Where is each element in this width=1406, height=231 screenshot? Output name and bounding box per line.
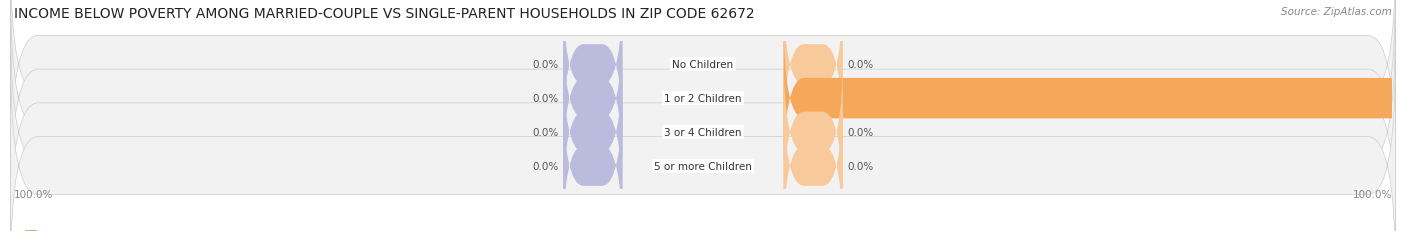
- Text: 3 or 4 Children: 3 or 4 Children: [664, 127, 742, 137]
- FancyBboxPatch shape: [564, 85, 623, 231]
- Text: 0.0%: 0.0%: [848, 127, 875, 137]
- FancyBboxPatch shape: [783, 85, 842, 231]
- FancyBboxPatch shape: [783, 0, 842, 146]
- Text: 0.0%: 0.0%: [531, 60, 558, 70]
- Text: INCOME BELOW POVERTY AMONG MARRIED-COUPLE VS SINGLE-PARENT HOUSEHOLDS IN ZIP COD: INCOME BELOW POVERTY AMONG MARRIED-COUPL…: [14, 7, 755, 21]
- Text: 0.0%: 0.0%: [531, 127, 558, 137]
- Text: No Children: No Children: [672, 60, 734, 70]
- Text: Source: ZipAtlas.com: Source: ZipAtlas.com: [1281, 7, 1392, 17]
- FancyBboxPatch shape: [11, 0, 1395, 204]
- Text: 100.0%: 100.0%: [1353, 189, 1392, 199]
- Text: 0.0%: 0.0%: [531, 94, 558, 104]
- Text: 0.0%: 0.0%: [848, 60, 875, 70]
- FancyBboxPatch shape: [783, 52, 842, 213]
- FancyBboxPatch shape: [564, 52, 623, 213]
- Text: 100.0%: 100.0%: [14, 189, 53, 199]
- Text: 0.0%: 0.0%: [531, 161, 558, 171]
- FancyBboxPatch shape: [783, 18, 1406, 179]
- Text: 0.0%: 0.0%: [848, 161, 875, 171]
- FancyBboxPatch shape: [11, 0, 1395, 171]
- Text: 5 or more Children: 5 or more Children: [654, 161, 752, 171]
- FancyBboxPatch shape: [11, 27, 1395, 231]
- Legend: Married Couples, Single Parents: Married Couples, Single Parents: [0, 230, 125, 231]
- FancyBboxPatch shape: [564, 18, 623, 179]
- FancyBboxPatch shape: [11, 60, 1395, 231]
- FancyBboxPatch shape: [564, 0, 623, 146]
- Text: 1 or 2 Children: 1 or 2 Children: [664, 94, 742, 104]
